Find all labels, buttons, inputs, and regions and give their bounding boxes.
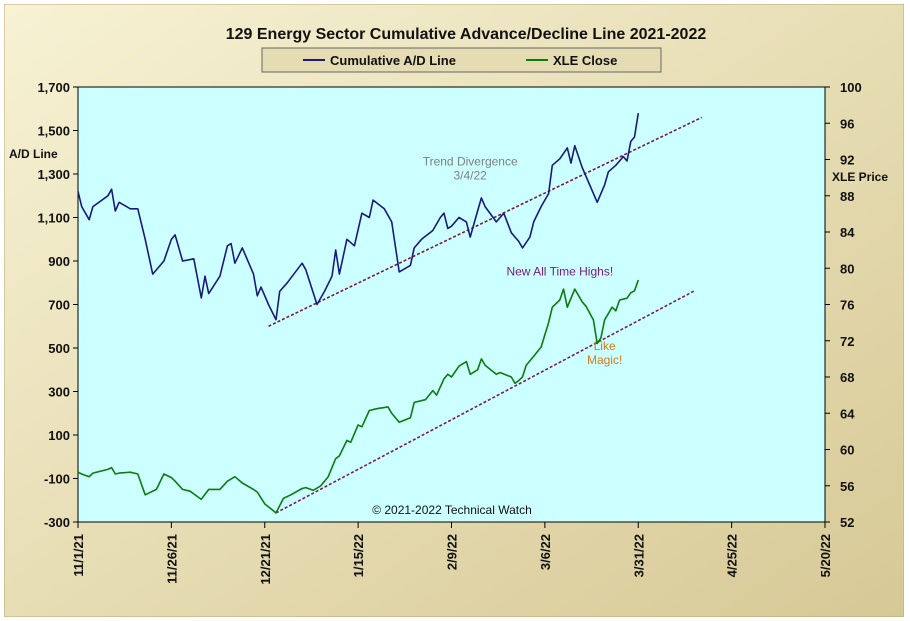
y-left-tick-label: -100	[44, 472, 70, 487]
annotation-trend-divergence: 3/4/22	[453, 168, 487, 182]
annotation-like-magic: Like	[594, 339, 616, 353]
x-tick-label: 11/26/21	[164, 534, 179, 584]
y-left-tick-label: 300	[48, 385, 70, 400]
copyright-text: © 2021-2022 Technical Watch	[372, 503, 532, 517]
legend: Cumulative A/D Line XLE Close	[261, 47, 662, 73]
y-left-tick-label: 900	[48, 254, 70, 269]
y-left-tick-label: -300	[44, 515, 70, 530]
y-right-tick-label: 84	[840, 225, 855, 240]
y-left-axis: 1,700 1,500 1,300 1,100 900 700 500 300 100 -100 -…	[37, 80, 78, 530]
legend-label-ad-line: Cumulative A/D Line	[330, 53, 456, 68]
y-right-tick-label: 92	[840, 153, 854, 168]
y-right-tick-label: 96	[840, 116, 854, 131]
trendline-ad-line	[268, 116, 703, 327]
x-tick-label: 1/15/22	[351, 534, 366, 577]
y-right-tick-label: 80	[840, 261, 854, 276]
y-left-tick-label: 1,300	[37, 167, 70, 182]
trendline-xle	[275, 290, 695, 514]
x-tick-label: 4/25/22	[725, 534, 740, 577]
y-right-tick-label: 56	[840, 479, 854, 494]
y-left-tick-label: 1,500	[37, 124, 70, 139]
y-left-tick-label: 1,700	[37, 80, 70, 95]
x-tick-label: 3/31/22	[631, 534, 646, 577]
y-right-tick-label: 76	[840, 298, 854, 313]
y-left-tick-label: 500	[48, 341, 70, 356]
y-right-tick-label: 72	[840, 334, 854, 349]
trendlines	[268, 116, 703, 514]
chart-title: 129 Energy Sector Cumulative Advance/Dec…	[226, 26, 707, 43]
y-left-axis-label: A/D Line	[9, 147, 58, 161]
x-axis: 11/1/21 11/26/21 12/21/21 1/15/22 2/9/22 3/6/…	[71, 522, 833, 585]
chart: 129 Energy Sector Cumulative Advance/Dec…	[4, 4, 904, 617]
y-right-tick-label: 68	[840, 370, 854, 385]
x-tick-label: 3/6/22	[538, 534, 553, 570]
y-right-axis-label: XLE Price	[832, 170, 888, 184]
series-line-xle-close	[77, 279, 640, 514]
y-right-tick-label: 64	[840, 406, 855, 421]
annotation-trend-divergence: Trend Divergence	[423, 154, 518, 168]
y-right-axis: 100 96 92 88 84 80 76 72 68 64 60 56 52	[825, 80, 862, 530]
y-right-tick-label: 60	[840, 443, 854, 458]
x-tick-label: 5/20/22	[818, 534, 833, 577]
y-left-tick-label: 1,100	[37, 211, 70, 226]
series	[77, 112, 640, 514]
legend-box	[261, 47, 662, 73]
series-line-ad-line	[77, 112, 640, 321]
x-tick-label: 11/1/21	[71, 534, 86, 577]
annotation-new-highs: New All Time Highs!	[506, 265, 613, 279]
x-tick-label: 12/21/21	[258, 534, 273, 585]
x-tick-label: 2/9/22	[445, 534, 460, 570]
y-right-tick-label: 88	[840, 189, 854, 204]
y-right-tick-label: 100	[840, 80, 862, 95]
plot-area	[77, 86, 826, 523]
y-left-tick-label: 100	[48, 428, 70, 443]
y-right-tick-label: 52	[840, 515, 854, 530]
y-left-tick-label: 700	[48, 298, 70, 313]
legend-label-xle: XLE Close	[553, 53, 617, 68]
annotation-like-magic: Magic!	[587, 353, 622, 367]
